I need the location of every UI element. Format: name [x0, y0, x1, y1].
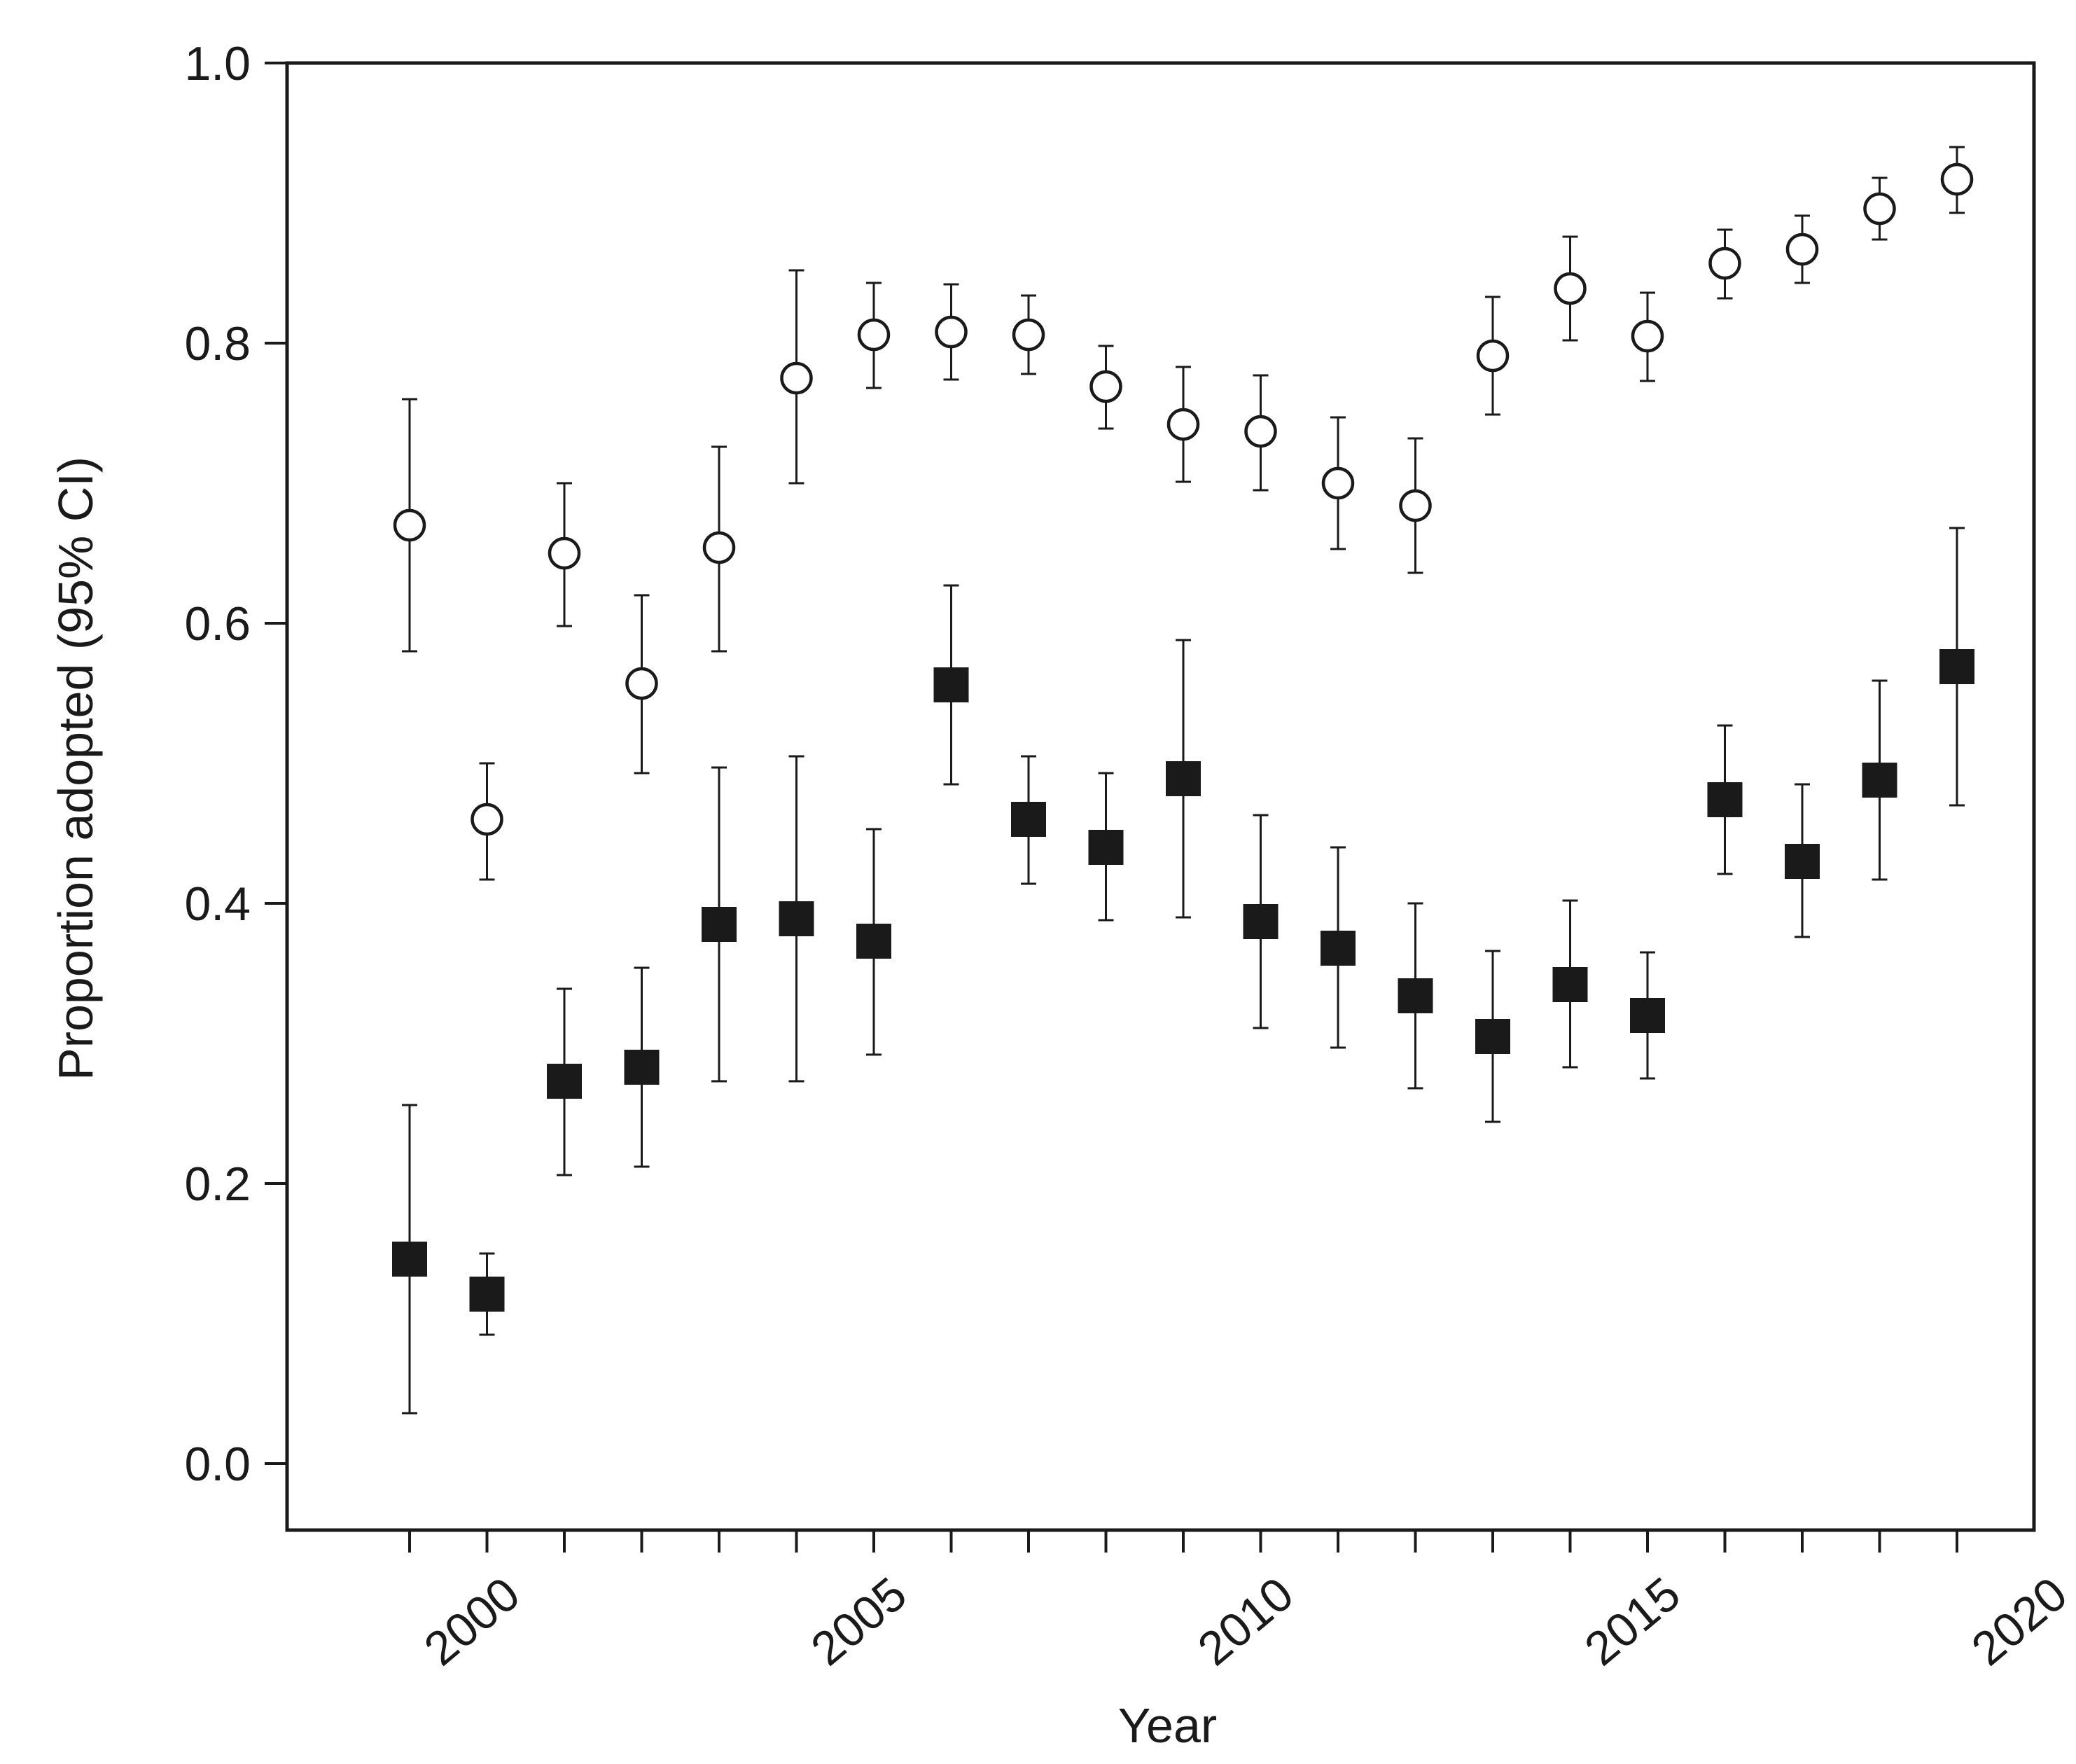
filled-square-point	[779, 901, 814, 936]
x-tick-label: 2015	[1575, 1567, 1690, 1676]
open-circle-point	[1476, 339, 1510, 373]
filled-square-point	[856, 924, 891, 959]
filled-square-point	[933, 667, 969, 702]
y-tick-label: 0.4	[184, 877, 251, 931]
filled-square-point	[1785, 844, 1820, 879]
open-circle-point	[1399, 489, 1432, 522]
open-circle-point	[1708, 246, 1741, 280]
open-circle-point	[1089, 370, 1122, 403]
open-circle-point	[1321, 466, 1355, 500]
filled-square-point	[624, 1050, 660, 1085]
open-circle-point	[1554, 272, 1587, 305]
filled-square-point	[1011, 802, 1046, 837]
open-circle-point	[471, 803, 503, 836]
series-layer	[392, 146, 1974, 1415]
filled-square-point	[1939, 649, 1974, 684]
y-tick-label: 0.8	[184, 317, 251, 370]
open-circle-point	[1785, 232, 1819, 266]
open-circle-point	[702, 531, 736, 564]
open-circle-point	[1244, 415, 1277, 448]
open-circle-point	[1940, 162, 1974, 196]
filled-square-point	[1398, 978, 1433, 1013]
filled-square-point	[1243, 904, 1279, 939]
filled-square-point	[1088, 830, 1124, 865]
x-axis: 2000 2005 2010 2015 2020	[408, 1530, 2076, 1676]
series-1	[393, 146, 1974, 881]
open-circle-point	[393, 508, 426, 542]
plot-frame	[285, 61, 2036, 1532]
open-circle-point	[1166, 408, 1200, 441]
open-circle-point	[1012, 318, 1045, 352]
x-tick-label: 2010	[1188, 1567, 1304, 1676]
open-circle-point	[1863, 192, 1896, 225]
open-circle-point	[857, 318, 891, 352]
open-circle-point	[625, 667, 658, 700]
filled-square-point	[1475, 1019, 1510, 1054]
filled-square-point	[1321, 931, 1356, 966]
x-tick-label: 2020	[1962, 1567, 2076, 1676]
y-axis: 0.0 0.2 0.4 0.6 0.8 1.0	[184, 37, 287, 1491]
filled-square-point	[469, 1277, 505, 1312]
filled-square-point	[1707, 782, 1743, 817]
x-tick-label: 2000	[414, 1567, 530, 1676]
filled-square-point	[1166, 761, 1201, 796]
open-circle-point	[780, 361, 813, 395]
open-circle-point	[548, 536, 581, 570]
filled-square-point	[702, 907, 737, 942]
y-axis-title: Proportion adopted (95% CI)	[48, 457, 103, 1081]
filled-square-point	[547, 1064, 582, 1099]
series-2	[392, 527, 1974, 1415]
y-tick-label: 0.6	[184, 597, 251, 651]
open-circle-point	[935, 315, 968, 349]
x-axis-title: Year	[1118, 1698, 1217, 1753]
filled-square-point	[1552, 967, 1588, 1002]
y-tick-label: 0.2	[184, 1158, 251, 1211]
y-tick-label: 0.0	[184, 1438, 251, 1491]
filled-square-point	[392, 1242, 427, 1277]
x-tick-label: 2005	[801, 1567, 917, 1676]
open-circle-point	[1631, 319, 1664, 353]
filled-square-point	[1862, 763, 1897, 798]
filled-square-point	[1630, 998, 1665, 1033]
y-tick-label: 1.0	[184, 37, 251, 90]
